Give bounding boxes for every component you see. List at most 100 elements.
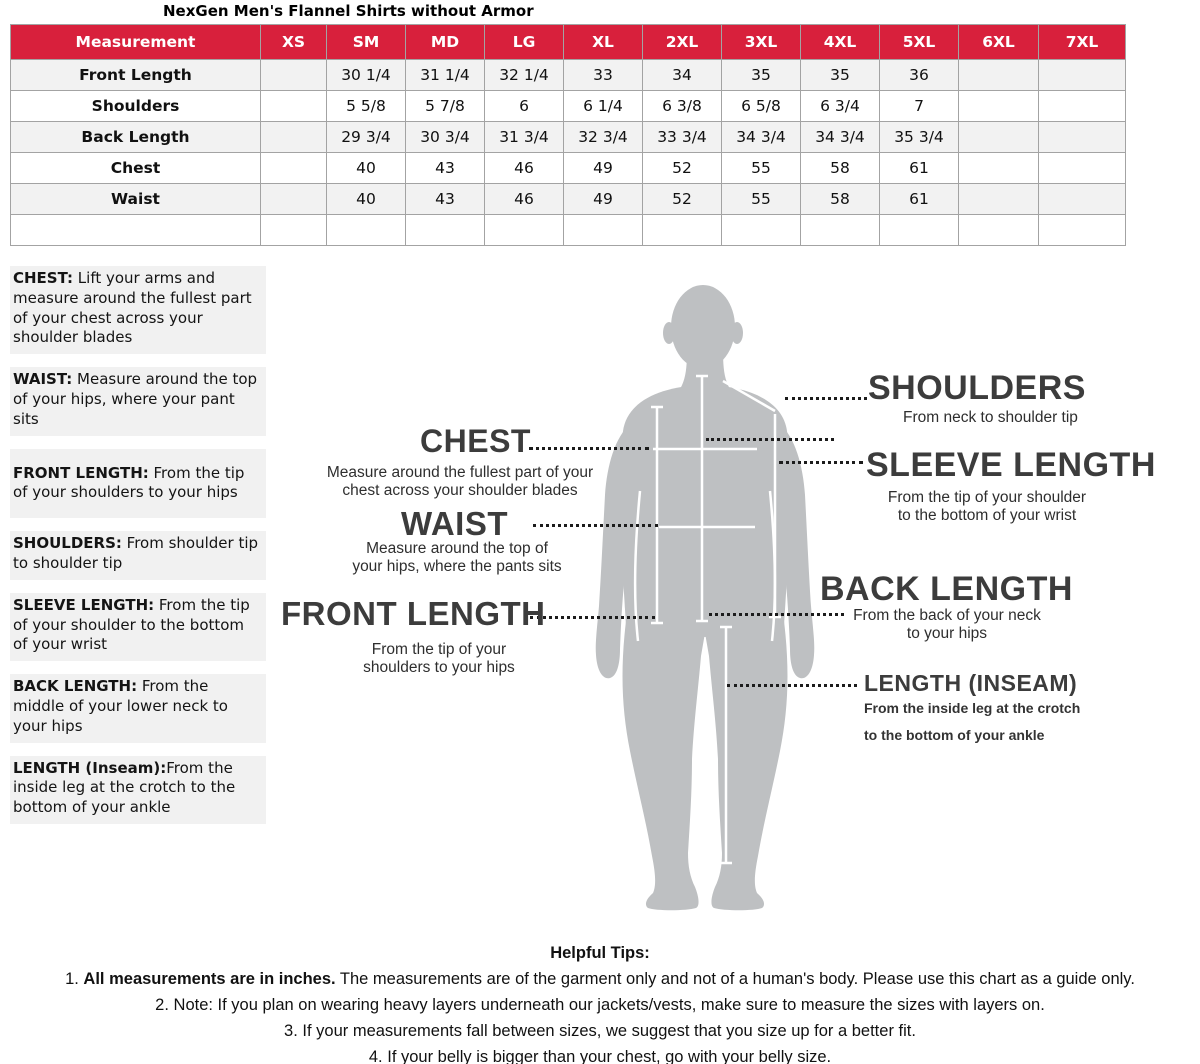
size-cell: [260, 121, 327, 153]
leader-line-sleeve-length: [779, 461, 863, 464]
column-header: MD: [405, 24, 485, 60]
column-header: XL: [563, 24, 643, 60]
size-cell: [800, 214, 880, 246]
table-row: Back Length 29 3/4 30 3/4 31 3/4 32 3/4 33 3/…: [10, 121, 1126, 153]
definition-text: From shoulder tip to shoulder tip: [13, 534, 259, 572]
size-cell: 6 3/8: [642, 90, 722, 122]
desc-line: to the bottom of your ankle: [864, 726, 1045, 743]
size-cell: [721, 214, 801, 246]
desc-line: to the bottom of your wrist: [897, 507, 1077, 525]
row-label: Front Length: [10, 59, 261, 91]
desc-line: shoulders to your hips: [363, 659, 515, 677]
waist-desc: Measure around the top of your hips, whe…: [312, 540, 602, 577]
row-label: [10, 214, 261, 246]
size-cell: [484, 214, 564, 246]
leader-line-inseam: [727, 684, 857, 687]
definition-term: SLEEVE LENGTH:: [13, 595, 155, 614]
table-row: Shoulders 5 5/8 5 7/8 6 6 1/4 6 3/8 6 5/8 6 3/4…: [10, 90, 1126, 122]
size-cell: 35 3/4: [879, 121, 959, 153]
size-cell: [260, 214, 327, 246]
size-cell: [1038, 152, 1126, 184]
size-cell: [958, 183, 1039, 215]
column-header: 4XL: [800, 24, 880, 60]
desc-line: From the tip of your: [371, 641, 507, 658]
definition-text: From the inside leg at the crotch to the…: [13, 758, 236, 817]
size-cell: 6 1/4: [563, 90, 643, 122]
size-cell: 55: [721, 183, 801, 215]
desc-line: chest across your shoulder blades: [342, 482, 578, 500]
leader-line-shoulders: [785, 397, 867, 400]
size-cell: 6 5/8: [721, 90, 801, 122]
column-header: 2XL: [642, 24, 722, 60]
size-cell: 5 7/8: [405, 90, 485, 122]
definition-term: CHEST:: [13, 269, 74, 287]
chest-desc: Measure around the fullest part of your …: [315, 464, 605, 501]
size-cell: 7: [879, 90, 959, 122]
sleeve-length-label: SLEEVE LENGTH: [866, 446, 1156, 484]
size-cell: [260, 183, 327, 215]
row-label: Waist: [10, 183, 261, 215]
shoulders-label: SHOULDERS: [868, 369, 1086, 407]
definition-text: From the middle of your lower neck to yo…: [13, 677, 228, 735]
size-cell: 35: [800, 59, 880, 91]
size-cell: 61: [879, 152, 959, 184]
definition-term: LENGTH (Inseam):: [13, 758, 167, 777]
desc-line: From neck to shoulder tip: [903, 409, 1078, 426]
definition-text: From the tip of your shoulders to your h…: [13, 463, 245, 502]
inseam-label: LENGTH (INSEAM): [864, 670, 1078, 696]
male-body-silhouette: [595, 285, 815, 911]
size-cell: 30 3/4: [405, 121, 485, 153]
size-cell: 34 3/4: [800, 121, 880, 153]
size-cell: [405, 214, 485, 246]
size-cell: 58: [800, 183, 880, 215]
size-cell: [260, 59, 327, 91]
size-cell: 46: [484, 152, 564, 184]
tip-item: 3. If your measurements fall between siz…: [284, 1022, 916, 1040]
size-cell: 58: [800, 152, 880, 184]
size-cell: 46: [484, 183, 564, 215]
size-cell: 35: [721, 59, 801, 91]
size-cell: [1038, 121, 1126, 153]
page-title: NexGen Men's Flannel Shirts without Armo…: [163, 2, 534, 20]
back-length-desc: From the back of your neck to your hips: [822, 607, 1072, 644]
size-cell: [1038, 183, 1126, 215]
size-cell: [1038, 214, 1126, 246]
definition-block: CHEST: Lift your arms and measure around…: [10, 266, 266, 355]
size-cell: [958, 121, 1039, 153]
leader-line-chest: [529, 447, 649, 450]
size-cell: 33 3/4: [642, 121, 722, 153]
size-cell: [958, 59, 1039, 91]
size-cell: 6 3/4: [800, 90, 880, 122]
size-cell: 32 1/4: [484, 59, 564, 91]
size-cell: 49: [563, 183, 643, 215]
shoulders-desc: From neck to shoulder tip: [868, 409, 1113, 427]
helpful-tips: Helpful Tips: 1. All measurements are in…: [0, 944, 1200, 1064]
size-cell: 36: [879, 59, 959, 91]
column-header: SM: [326, 24, 406, 60]
desc-line: your hips, where the pants sits: [352, 558, 562, 576]
definition-block: SLEEVE LENGTH: From the tip of your shou…: [10, 592, 266, 662]
size-cell: 40: [326, 152, 406, 184]
definition-block: FRONT LENGTH: From the tip of your shoul…: [10, 448, 266, 519]
size-cell: 43: [405, 152, 485, 184]
size-cell: 52: [642, 152, 722, 184]
size-cell: [260, 152, 327, 184]
definition-text: Measure around the top of your hips, whe…: [13, 370, 258, 428]
size-cell: [260, 90, 327, 122]
leader-line-waist: [533, 524, 658, 527]
column-header: 7XL: [1038, 24, 1126, 60]
size-cell: 61: [879, 183, 959, 215]
size-cell: 31 3/4: [484, 121, 564, 153]
size-cell: 5 5/8: [326, 90, 406, 122]
column-header: LG: [484, 24, 564, 60]
size-cell: 43: [405, 183, 485, 215]
size-cell: 29 3/4: [326, 121, 406, 153]
tip-item: 2. Note: If you plan on wearing heavy la…: [155, 996, 1045, 1014]
column-header: XS: [260, 24, 327, 60]
inseam-desc: From the inside leg at the crotch to the…: [864, 695, 1104, 748]
definition-block: BACK LENGTH: From the middle of your low…: [10, 674, 266, 743]
desc-line: From the back of your neck: [853, 607, 1041, 624]
table-row: [10, 214, 1126, 246]
size-cell: 55: [721, 152, 801, 184]
